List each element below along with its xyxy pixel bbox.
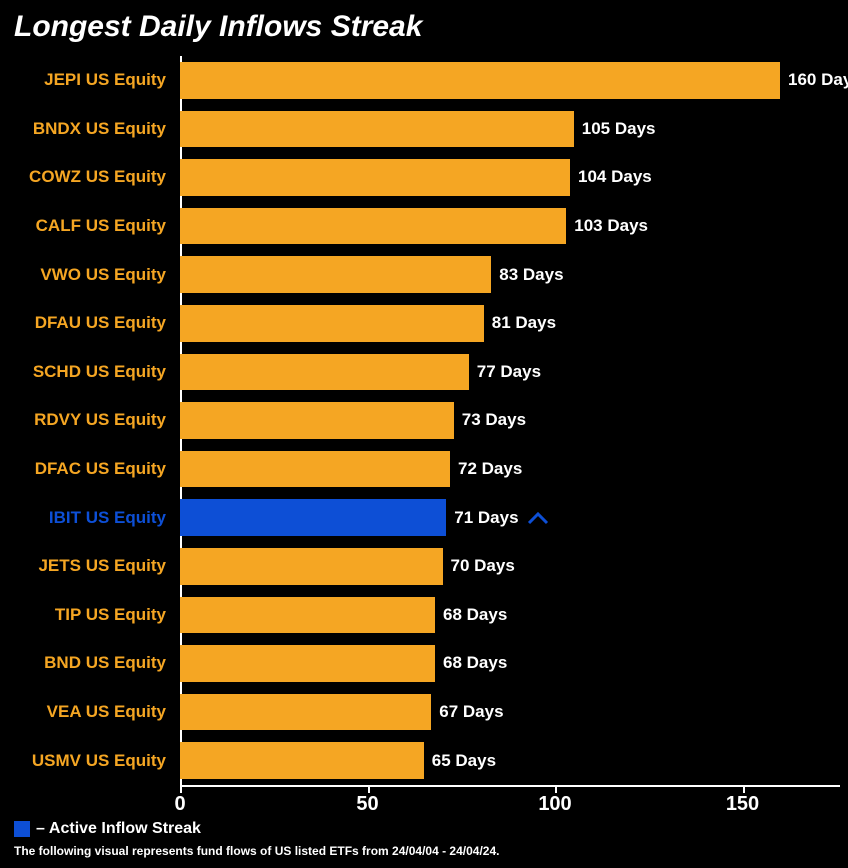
bar-row: JEPI US Equity 160 Days (0, 56, 848, 105)
x-tick-label: 50 (356, 793, 378, 816)
y-axis-label: RDVY US Equity (0, 396, 174, 445)
bar-value-label: 160 Days (788, 56, 848, 105)
y-axis-label: VEA US Equity (0, 688, 174, 737)
bar-row: USMV US Equity 65 Days (0, 736, 848, 785)
x-axis-line (180, 785, 840, 787)
bar-value-label: 105 Days (582, 105, 656, 154)
legend: – Active Inflow Streak (14, 820, 201, 838)
bar-value-text: 160 Days (788, 70, 848, 90)
bar-value-label: 67 Days (439, 688, 503, 737)
bar-row: BND US Equity 68 Days (0, 639, 848, 688)
bar-value-label: 71 Days (454, 493, 548, 542)
y-axis-label: JETS US Equity (0, 542, 174, 591)
bar (180, 451, 450, 488)
x-tick (555, 785, 557, 793)
legend-swatch (14, 821, 30, 837)
y-axis-label: BND US Equity (0, 639, 174, 688)
bar (180, 111, 574, 148)
chart-title: Longest Daily Inflows Streak (14, 10, 422, 44)
bar-row: DFAU US Equity 81 Days (0, 299, 848, 348)
y-axis-label: DFAU US Equity (0, 299, 174, 348)
y-axis-label: CALF US Equity (0, 202, 174, 251)
bar-value-text: 68 Days (443, 653, 507, 673)
bar-value-text: 104 Days (578, 167, 652, 187)
x-tick (743, 785, 745, 793)
bar (180, 597, 435, 634)
y-axis-label: JEPI US Equity (0, 56, 174, 105)
bar (180, 742, 424, 779)
bar-value-label: 81 Days (492, 299, 556, 348)
bar-value-label: 68 Days (443, 591, 507, 640)
bar-value-text: 67 Days (439, 702, 503, 722)
bar-row: VWO US Equity 83 Days (0, 250, 848, 299)
bar-row: RDVY US Equity 73 Days (0, 396, 848, 445)
bar-value-text: 70 Days (451, 556, 515, 576)
y-axis-label: USMV US Equity (0, 736, 174, 785)
bar-value-label: 83 Days (499, 250, 563, 299)
bar (180, 645, 435, 682)
bar (180, 62, 780, 99)
bar-value-text: 72 Days (458, 459, 522, 479)
bar (180, 402, 454, 439)
bar-value-text: 73 Days (462, 410, 526, 430)
bar (180, 159, 570, 196)
bar-row: TIP US Equity 68 Days (0, 591, 848, 640)
bar (180, 694, 431, 731)
bar-row: COWZ US Equity 104 Days (0, 153, 848, 202)
bar-value-label: 65 Days (432, 736, 496, 785)
bar-value-label: 70 Days (451, 542, 515, 591)
chart-footnote: The following visual represents fund flo… (14, 844, 499, 858)
bar-value-text: 105 Days (582, 119, 656, 139)
y-axis-label: COWZ US Equity (0, 153, 174, 202)
y-axis-label: VWO US Equity (0, 250, 174, 299)
bar-value-label: 103 Days (574, 202, 648, 251)
x-tick-label: 150 (726, 793, 759, 816)
legend-text: Active Inflow Streak (49, 820, 201, 838)
bar-value-label: 104 Days (578, 153, 652, 202)
legend-dash: – (36, 820, 45, 838)
bar-value-text: 65 Days (432, 751, 496, 771)
x-tick (368, 785, 370, 793)
chart-area: JEPI US Equity 160 Days BNDX US Equity 105 … (0, 56, 848, 786)
bar (180, 256, 491, 293)
bar-value-label: 68 Days (443, 639, 507, 688)
bar (180, 305, 484, 342)
bar-row: DFAC US Equity 72 Days (0, 445, 848, 494)
bar-row: SCHD US Equity 77 Days (0, 348, 848, 397)
bar-value-label: 77 Days (477, 348, 541, 397)
bar-row: IBIT US Equity 71 Days (0, 493, 848, 542)
y-axis-label: DFAC US Equity (0, 445, 174, 494)
bar-row: BNDX US Equity 105 Days (0, 105, 848, 154)
bar (180, 208, 566, 245)
y-axis-label: IBIT US Equity (0, 493, 174, 542)
bar-value-label: 73 Days (462, 396, 526, 445)
bar-value-text: 77 Days (477, 362, 541, 382)
bar-value-text: 68 Days (443, 605, 507, 625)
bar-value-label: 72 Days (458, 445, 522, 494)
bar-row: VEA US Equity 67 Days (0, 688, 848, 737)
bar (180, 548, 443, 585)
bar-row: CALF US Equity 103 Days (0, 202, 848, 251)
caret-up-icon (527, 511, 549, 525)
bar (180, 499, 446, 536)
x-tick-label: 0 (174, 793, 185, 816)
x-tick-label: 100 (538, 793, 571, 816)
bar-value-text: 103 Days (574, 216, 648, 236)
y-axis-label: BNDX US Equity (0, 105, 174, 154)
x-tick (180, 785, 182, 793)
bar (180, 354, 469, 391)
bar-value-text: 71 Days (454, 508, 518, 528)
y-axis-label: SCHD US Equity (0, 348, 174, 397)
y-axis-label: TIP US Equity (0, 591, 174, 640)
bar-value-text: 81 Days (492, 313, 556, 333)
bar-value-text: 83 Days (499, 265, 563, 285)
bar-row: JETS US Equity 70 Days (0, 542, 848, 591)
